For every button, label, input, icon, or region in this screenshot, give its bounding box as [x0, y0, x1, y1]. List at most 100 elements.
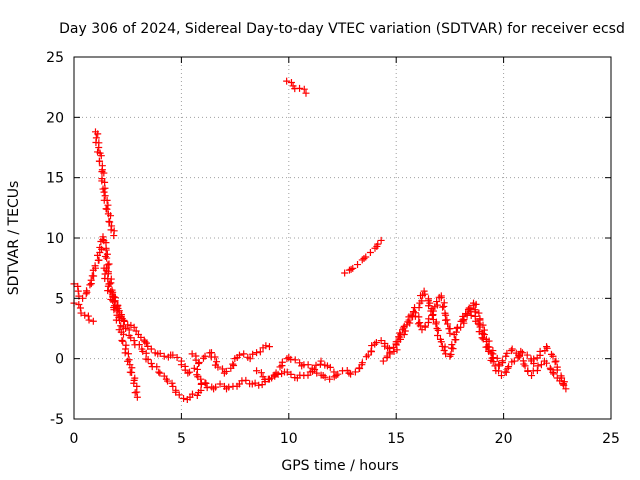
data-point [95, 144, 103, 151]
y-tick-label: -5 [50, 412, 64, 428]
data-point [88, 272, 96, 280]
data-point [362, 253, 370, 261]
y-tick-label: 25 [46, 50, 64, 66]
data-point [360, 255, 368, 263]
data-point [110, 232, 118, 240]
series-segment-l [341, 236, 385, 277]
data-point [202, 379, 210, 387]
data-point [536, 347, 544, 355]
data-point [118, 336, 126, 344]
data-point [445, 325, 453, 333]
y-tick-label: 5 [55, 291, 64, 307]
data-point [94, 130, 102, 138]
data-point [552, 357, 560, 365]
data-point [144, 356, 152, 364]
data-point [120, 317, 128, 325]
data-point [510, 357, 518, 365]
data-point [258, 381, 266, 389]
data-point [441, 316, 449, 324]
data-point [283, 368, 291, 376]
data-point [130, 323, 138, 331]
data-point [366, 248, 374, 256]
data-point [371, 340, 379, 348]
data-point [312, 361, 320, 369]
x-tick-label: 20 [495, 431, 513, 447]
data-point [358, 256, 366, 264]
data-point [485, 337, 493, 345]
data-point [86, 281, 94, 289]
data-point [240, 350, 248, 358]
data-point [107, 212, 115, 220]
data-point [415, 313, 423, 321]
data-point [141, 338, 149, 346]
data-point [543, 344, 551, 352]
data-point [229, 360, 237, 368]
data-point [441, 343, 449, 351]
data-point [447, 350, 455, 358]
data-point [153, 363, 161, 371]
data-point [415, 304, 423, 312]
data-point [103, 205, 111, 213]
data-point [91, 262, 99, 270]
data-point [89, 317, 97, 325]
data-point [225, 383, 233, 391]
data-point [553, 366, 561, 374]
data-point [347, 370, 355, 378]
data-point [197, 386, 205, 394]
data-point [169, 351, 177, 359]
data-point [523, 351, 531, 359]
data-point [358, 359, 366, 367]
data-point [119, 330, 127, 338]
grid-lines [74, 57, 611, 419]
data-point [547, 350, 555, 358]
data-point [356, 364, 364, 372]
data-point [156, 369, 164, 377]
data-point [218, 365, 226, 373]
series-segment-f [177, 287, 570, 393]
series-segment-h [253, 353, 338, 383]
series-segment-g [188, 342, 273, 377]
data-point [87, 276, 95, 284]
data-point [421, 322, 429, 330]
data-point [147, 345, 155, 353]
data-point [83, 287, 91, 295]
data-point [104, 201, 112, 209]
data-point [133, 393, 141, 401]
data-point [530, 355, 538, 363]
data-point [131, 389, 139, 397]
data-point [79, 294, 87, 302]
data-point [75, 301, 83, 309]
data-point [125, 356, 133, 364]
data-point [516, 352, 524, 360]
data-point [100, 169, 108, 177]
data-point [437, 338, 445, 346]
data-point [504, 364, 512, 372]
data-point [278, 358, 286, 366]
data-point [420, 287, 428, 295]
data-point [103, 254, 111, 262]
data-point [251, 379, 259, 387]
data-point [95, 256, 103, 264]
data-point [107, 226, 115, 234]
data-point [124, 350, 132, 358]
data-point [300, 85, 308, 93]
data-point [502, 368, 510, 376]
data-point [169, 382, 177, 390]
x-tick-label: 10 [280, 431, 298, 447]
data-point [549, 352, 557, 360]
data-point [429, 311, 437, 319]
data-point [283, 77, 291, 85]
data-point [495, 367, 503, 375]
data-point [135, 341, 143, 349]
data-point [418, 297, 426, 305]
data-point [463, 310, 471, 318]
data-point [507, 347, 515, 355]
data-point [104, 275, 112, 283]
data-points [70, 77, 570, 403]
data-point [105, 260, 113, 268]
data-point [177, 361, 185, 369]
data-point [439, 303, 447, 311]
data-point [172, 388, 180, 396]
data-point [96, 243, 104, 251]
data-point [101, 192, 109, 200]
